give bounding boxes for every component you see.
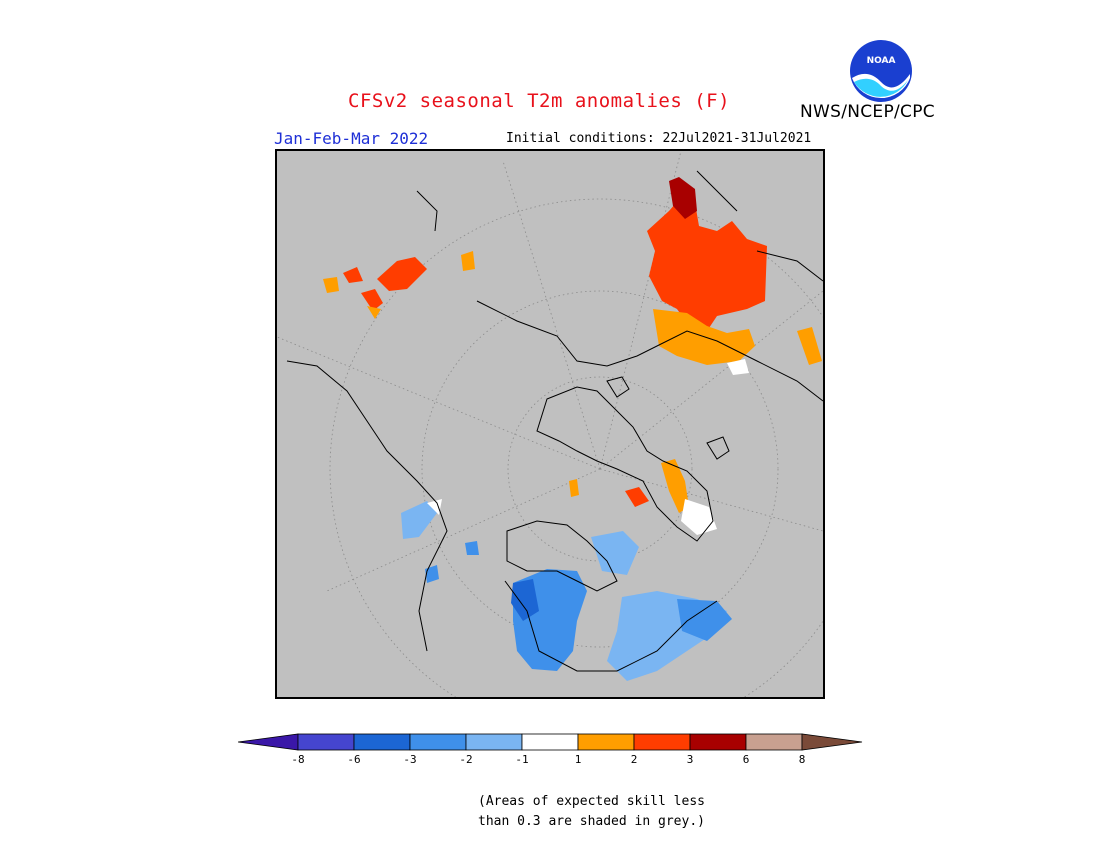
anomaly-patch-warm [361,289,383,311]
anomaly-patch-cold-light [591,531,639,575]
anomaly-patch-warm-light [461,251,475,271]
coastline-island [706,436,730,460]
anomaly-patch-neutral [727,359,749,375]
noaa-logo-text: NOAA [867,56,896,66]
polar-map [275,149,825,699]
color-scale-bin [409,733,467,751]
anomaly-patch-cold-strong [511,579,539,621]
anomaly-patch-warm [647,196,767,331]
color-scale-arrow-left [237,733,299,751]
color-scale-tick: -8 [291,753,305,766]
season-label: Jan-Feb-Mar 2022 [274,129,429,148]
color-scale-bin [745,733,803,751]
initial-conditions-label: Initial conditions: 22Jul2021-31Jul2021 [506,131,812,146]
color-scale-bin [689,733,747,751]
color-scale-bin [633,733,691,751]
coastline-pacific [286,360,448,652]
coastlines [286,170,823,672]
color-scale-tick: -1 [515,753,529,766]
anomaly-patch-warm-light [797,327,822,365]
skill-footnote-line: (Areas of expected skill less [478,794,705,809]
color-scale-bin [297,733,355,751]
color-scale-bin [353,733,411,751]
anomaly-patch-neutral [427,499,442,515]
latitude-circle-mid [421,290,779,648]
meridian-line [599,151,682,470]
anomaly-patch-cold [425,565,439,583]
agency-label: NWS/NCEP/CPC [800,102,935,122]
anomaly-patch-cold [677,599,732,641]
coastline-island [606,376,630,398]
anomaly-shading [323,177,822,681]
anomaly-patch-warm-light [569,479,579,497]
coastline-fragments [416,170,823,282]
color-scale-tick: -6 [347,753,361,766]
meridian-line [277,336,601,470]
anomaly-patch-warm [343,267,363,283]
meridian-line [502,160,601,470]
anomaly-patch-warm [377,257,427,291]
color-scale-bin [577,733,635,751]
anomaly-patch-warm [625,487,649,507]
meridian-line [326,468,601,592]
coastline-arctic-islands [506,520,618,592]
color-scale-tick: -2 [459,753,473,766]
anomaly-patch-warm-light [367,306,381,319]
color-scale-tick: 3 [686,753,694,766]
anomaly-patch-very-warm [669,177,697,219]
skill-footnote: (Areas of expected skill less than 0.3 a… [478,792,705,832]
anomaly-patch-cold [465,541,479,555]
color-scale-tick: 1 [574,753,582,766]
anomaly-patch-warm-light [661,459,689,513]
color-scale-tick: 6 [742,753,750,766]
skill-footnote-line: than 0.3 are shaded in grey.) [478,814,705,829]
map-title: CFSv2 seasonal T2m anomalies (F) [348,90,731,112]
coastline-siberia [476,300,823,402]
color-scale-bar [237,732,863,772]
coastline-hudson [504,580,718,672]
color-scale-tick: 8 [798,753,806,766]
anomaly-patch-neutral [681,499,717,535]
color-scale-arrow-right [801,733,863,751]
color-scale-tick: -3 [403,753,417,766]
color-scale-bin [521,733,579,751]
noaa-logo: NOAA [848,38,914,104]
anomaly-patch-cold-light [401,501,437,539]
color-scale-tick: 2 [630,753,638,766]
polar-map-svg [277,151,823,697]
coastline-greenland [536,386,714,542]
anomaly-patch-warm-light [323,277,339,293]
color-scale-bin [465,733,523,751]
